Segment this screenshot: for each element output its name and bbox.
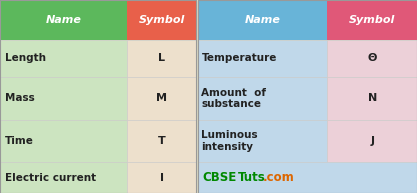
Text: Time: Time	[5, 136, 34, 146]
Bar	[0, 0, 127, 40]
Bar	[198, 162, 327, 193]
Text: Name: Name	[245, 15, 281, 25]
Bar	[196, 120, 198, 162]
Bar	[327, 120, 417, 162]
Text: CBSE: CBSE	[202, 171, 236, 184]
Bar	[127, 0, 196, 40]
Text: Temperature: Temperature	[201, 53, 277, 63]
Bar	[198, 120, 327, 162]
Bar	[198, 77, 327, 120]
Text: Symbol: Symbol	[138, 15, 185, 25]
Text: .com: .com	[263, 171, 294, 184]
Bar	[327, 0, 417, 40]
Bar	[196, 40, 198, 77]
Bar	[0, 0, 196, 193]
Text: Length: Length	[5, 53, 46, 63]
Bar	[127, 120, 196, 162]
Text: Amount  of
substance: Amount of substance	[201, 88, 266, 109]
Bar	[198, 40, 327, 77]
Bar	[327, 40, 417, 77]
Text: Symbol: Symbol	[349, 15, 395, 25]
Text: J: J	[370, 136, 374, 146]
Bar	[0, 77, 127, 120]
Bar	[0, 162, 127, 193]
Bar	[196, 162, 198, 193]
Bar	[198, 0, 327, 40]
Text: Θ: Θ	[367, 53, 377, 63]
Text: Mass: Mass	[5, 93, 35, 103]
Text: M: M	[156, 93, 167, 103]
Text: Tuts: Tuts	[238, 171, 266, 184]
Text: I: I	[160, 173, 163, 183]
Bar	[0, 120, 127, 162]
Text: N: N	[367, 93, 377, 103]
Text: Electric current: Electric current	[5, 173, 96, 183]
Text: L: L	[158, 53, 165, 63]
Bar	[198, 0, 417, 193]
Bar	[0, 40, 127, 77]
Bar	[127, 77, 196, 120]
Bar	[196, 0, 198, 193]
Text: Luminous
intensity: Luminous intensity	[201, 130, 258, 152]
Bar	[196, 77, 198, 120]
Bar	[127, 162, 196, 193]
Bar	[198, 162, 417, 193]
Bar	[327, 77, 417, 120]
Text: Name: Name	[45, 15, 82, 25]
Text: T: T	[158, 136, 166, 146]
Bar	[127, 40, 196, 77]
Bar	[196, 0, 198, 40]
